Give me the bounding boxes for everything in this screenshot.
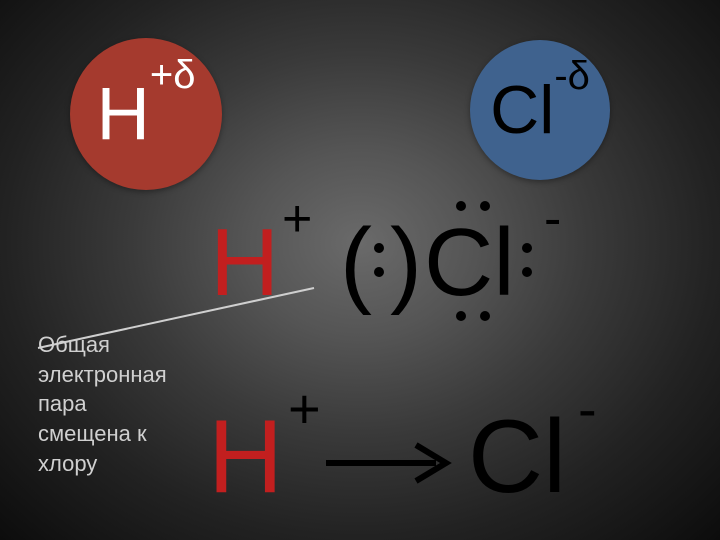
lone-pair-right	[522, 243, 532, 277]
lone-pair-bottom	[456, 311, 490, 321]
ionic-formula-row: H + Cl -	[0, 385, 720, 515]
caption-line-1: Общая	[38, 330, 218, 360]
formula-cl-charge: -	[544, 193, 561, 245]
chlorine-charge: -δ	[554, 54, 590, 98]
formula-h: H	[210, 215, 279, 311]
ion-cl: Cl	[468, 405, 566, 509]
bonding-pair-dots	[374, 243, 384, 277]
formula-lparen: (	[340, 215, 372, 311]
lone-pair-top	[456, 201, 490, 211]
hydrogen-symbol: H+δ	[96, 77, 195, 151]
formula-cl: Cl	[424, 215, 515, 311]
chlorine-letter: Cl	[490, 72, 554, 148]
formula-rparen: )	[390, 215, 422, 311]
hydrogen-charge: +δ	[150, 53, 196, 97]
chlorine-symbol: Cl-δ	[490, 76, 590, 144]
formula-h-charge: +	[282, 193, 312, 245]
hydrogen-circle: H+δ	[70, 38, 222, 190]
ion-h-charge: +	[288, 381, 321, 437]
ion-cl-charge: -	[578, 381, 597, 437]
hydrogen-letter: H	[96, 72, 149, 155]
lewis-formula-row: H + ( ) Cl -	[0, 195, 720, 325]
chlorine-circle: Cl-δ	[470, 40, 610, 180]
ion-h: H	[208, 405, 283, 509]
arrow-icon	[320, 433, 460, 493]
